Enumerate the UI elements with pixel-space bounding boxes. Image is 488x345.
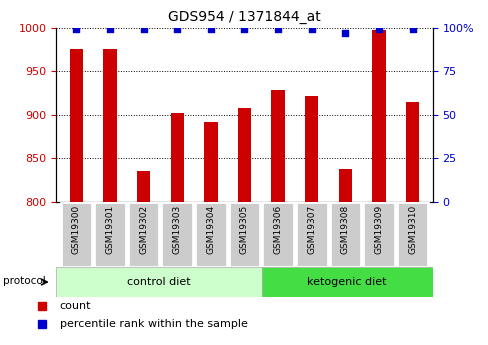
Text: percentile rank within the sample: percentile rank within the sample [60,319,247,328]
Point [140,27,147,32]
Bar [405,102,418,345]
FancyBboxPatch shape [228,203,260,267]
Bar [237,108,251,345]
Point [206,27,214,32]
Text: GSM19309: GSM19309 [374,205,383,254]
FancyBboxPatch shape [161,203,193,267]
Text: protocol: protocol [3,276,45,286]
Text: GSM19310: GSM19310 [407,205,416,254]
Bar [103,49,117,345]
Text: GSM19307: GSM19307 [306,205,316,254]
Point [106,27,114,32]
Point [374,27,382,32]
FancyBboxPatch shape [127,203,159,267]
Text: ketogenic diet: ketogenic diet [307,277,386,287]
Point [173,27,181,32]
Text: GSM19301: GSM19301 [105,205,114,254]
Text: GSM19302: GSM19302 [139,205,148,254]
FancyBboxPatch shape [56,267,261,297]
FancyBboxPatch shape [329,203,361,267]
Bar [305,96,318,345]
Point [307,27,315,32]
FancyBboxPatch shape [261,267,432,297]
Bar [203,122,217,345]
Text: control diet: control diet [127,277,190,287]
Point [341,30,348,36]
FancyBboxPatch shape [61,203,92,267]
FancyBboxPatch shape [396,203,427,267]
Point [240,27,248,32]
Bar [338,169,351,345]
Text: GSM19305: GSM19305 [240,205,248,254]
Bar [170,113,183,345]
Text: count: count [60,302,91,311]
Bar [69,49,83,345]
Bar [137,171,150,345]
FancyBboxPatch shape [262,203,293,267]
Bar [371,30,385,345]
Text: GSM19303: GSM19303 [172,205,182,254]
Text: GSM19304: GSM19304 [206,205,215,254]
Point [72,27,80,32]
FancyBboxPatch shape [94,203,125,267]
Point [274,27,282,32]
FancyBboxPatch shape [295,203,327,267]
FancyBboxPatch shape [363,203,394,267]
Text: GSM19306: GSM19306 [273,205,282,254]
FancyBboxPatch shape [195,203,226,267]
Point [408,27,416,32]
Text: GSM19300: GSM19300 [72,205,81,254]
Title: GDS954 / 1371844_at: GDS954 / 1371844_at [168,10,320,24]
Bar [271,90,284,345]
Text: GSM19308: GSM19308 [340,205,349,254]
